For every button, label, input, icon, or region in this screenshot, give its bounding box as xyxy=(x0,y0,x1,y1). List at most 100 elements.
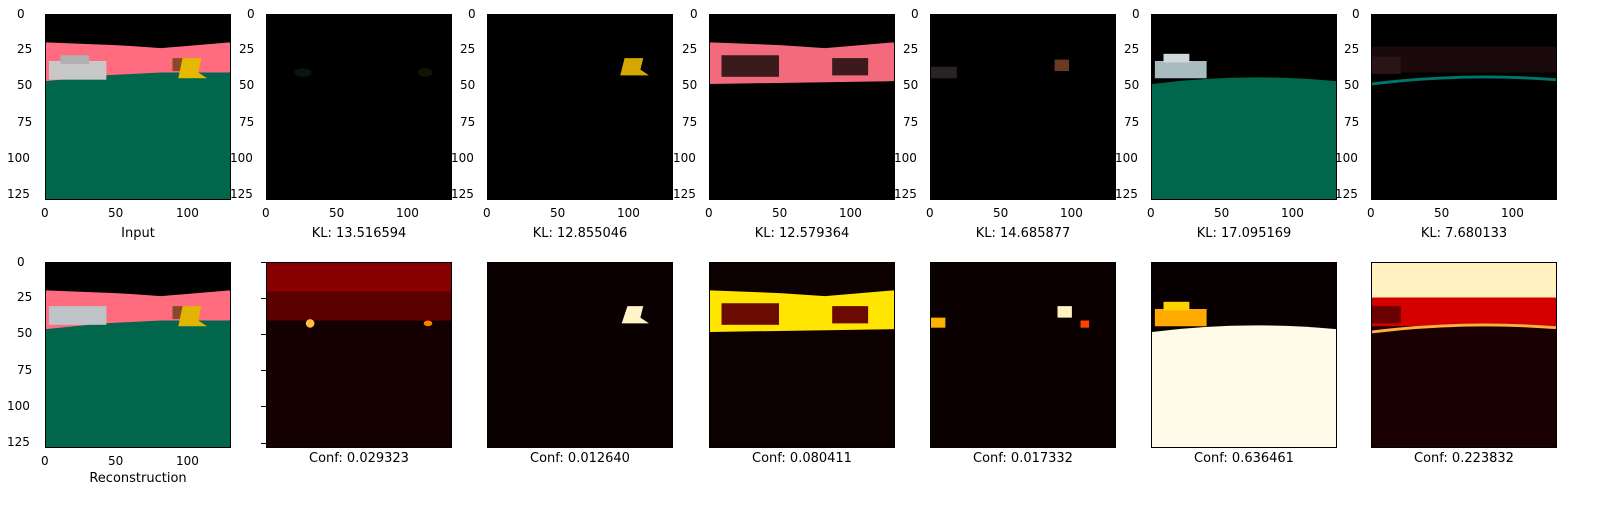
kl-map-4 xyxy=(930,14,1116,200)
y-tick: 75 xyxy=(1344,115,1360,129)
conf-caption: Conf: 0.029323 xyxy=(309,451,409,466)
y-tick: 25 xyxy=(17,290,33,304)
x-tick: 100 xyxy=(1060,206,1083,220)
kl-map-5 xyxy=(1151,14,1337,200)
y-tick: 50 xyxy=(1124,78,1140,92)
kl-caption: KL: 12.579364 xyxy=(754,226,850,241)
y-tick: 75 xyxy=(17,115,33,129)
conf-caption: Conf: 0.012640 xyxy=(530,451,630,466)
y-tick: 50 xyxy=(903,78,919,92)
y-tick: 125 xyxy=(7,435,30,449)
x-tick: 50 xyxy=(772,206,788,220)
conf-caption: Conf: 0.017332 xyxy=(973,451,1073,466)
conf-map-4 xyxy=(930,262,1116,448)
x-tick: 0 xyxy=(1367,206,1375,220)
y-tick: 0 xyxy=(17,255,25,269)
conf-map-5 xyxy=(1151,262,1337,448)
conf-caption: Conf: 0.080411 xyxy=(752,451,852,466)
tick-mark xyxy=(261,370,266,371)
y-tick: 125 xyxy=(451,187,474,201)
y-tick: 75 xyxy=(239,115,255,129)
kl-map-6 xyxy=(1371,14,1557,200)
y-tick: 0 xyxy=(1132,7,1140,21)
x-tick: 0 xyxy=(926,206,934,220)
kl-caption: KL: 17.095169 xyxy=(1196,226,1292,241)
x-tick: 0 xyxy=(41,206,49,220)
y-tick: 125 xyxy=(894,187,917,201)
x-tick: 50 xyxy=(329,206,345,220)
y-tick: 25 xyxy=(1124,42,1140,56)
x-tick: 100 xyxy=(1501,206,1524,220)
reconstruction-caption: Reconstruction xyxy=(89,471,187,486)
y-tick: 25 xyxy=(903,42,919,56)
x-tick: 50 xyxy=(993,206,1009,220)
kl-caption: KL: 13.516594 xyxy=(311,226,407,241)
y-tick: 125 xyxy=(673,187,696,201)
x-tick: 0 xyxy=(705,206,713,220)
x-tick: 0 xyxy=(41,454,49,468)
conf-map-6 xyxy=(1371,262,1557,448)
input-image xyxy=(45,14,231,200)
y-tick: 50 xyxy=(1344,78,1360,92)
y-tick: 0 xyxy=(468,7,476,21)
x-tick: 100 xyxy=(1281,206,1304,220)
input-caption: Input xyxy=(121,226,155,241)
y-tick: 100 xyxy=(7,399,30,413)
tick-mark xyxy=(261,262,266,263)
tick-mark xyxy=(261,443,266,444)
y-tick: 0 xyxy=(911,7,919,21)
y-tick: 100 xyxy=(894,151,917,165)
x-tick: 100 xyxy=(176,206,199,220)
y-tick: 75 xyxy=(1124,115,1140,129)
x-tick: 50 xyxy=(550,206,566,220)
y-tick: 50 xyxy=(460,78,476,92)
tick-mark xyxy=(261,406,266,407)
y-tick: 125 xyxy=(1115,187,1138,201)
y-tick: 100 xyxy=(1115,151,1138,165)
conf-map-2 xyxy=(487,262,673,448)
y-tick: 100 xyxy=(230,151,253,165)
x-tick: 50 xyxy=(1434,206,1450,220)
kl-map-3 xyxy=(709,14,895,200)
x-tick: 100 xyxy=(617,206,640,220)
x-tick: 100 xyxy=(839,206,862,220)
y-tick: 50 xyxy=(17,78,33,92)
y-tick: 125 xyxy=(230,187,253,201)
tick-mark xyxy=(261,298,266,299)
kl-caption: KL: 7.680133 xyxy=(1420,226,1508,241)
y-tick: 25 xyxy=(460,42,476,56)
y-tick: 0 xyxy=(690,7,698,21)
y-tick: 25 xyxy=(239,42,255,56)
x-tick: 0 xyxy=(1147,206,1155,220)
kl-caption: KL: 14.685877 xyxy=(975,226,1071,241)
y-tick: 100 xyxy=(7,151,30,165)
y-tick: 75 xyxy=(903,115,919,129)
reconstruction-image xyxy=(45,262,231,448)
x-tick: 0 xyxy=(483,206,491,220)
x-tick: 50 xyxy=(108,206,124,220)
y-tick: 100 xyxy=(451,151,474,165)
kl-map-2 xyxy=(487,14,673,200)
y-tick: 0 xyxy=(17,7,25,21)
x-tick: 50 xyxy=(108,454,124,468)
y-tick: 50 xyxy=(239,78,255,92)
y-tick: 100 xyxy=(1335,151,1358,165)
conf-map-1 xyxy=(266,262,452,448)
y-tick: 75 xyxy=(17,363,33,377)
x-tick: 100 xyxy=(396,206,419,220)
kl-caption: KL: 12.855046 xyxy=(532,226,628,241)
y-tick: 75 xyxy=(460,115,476,129)
y-tick: 25 xyxy=(1344,42,1360,56)
conf-map-3 xyxy=(709,262,895,448)
x-tick: 50 xyxy=(1214,206,1230,220)
y-tick: 25 xyxy=(682,42,698,56)
y-tick: 50 xyxy=(17,326,33,340)
y-tick: 50 xyxy=(682,78,698,92)
x-tick: 100 xyxy=(176,454,199,468)
y-tick: 125 xyxy=(1335,187,1358,201)
y-tick: 0 xyxy=(247,7,255,21)
y-tick: 125 xyxy=(7,187,30,201)
conf-caption: Conf: 0.636461 xyxy=(1194,451,1294,466)
conf-caption: Conf: 0.223832 xyxy=(1414,451,1514,466)
y-tick: 0 xyxy=(1352,7,1360,21)
